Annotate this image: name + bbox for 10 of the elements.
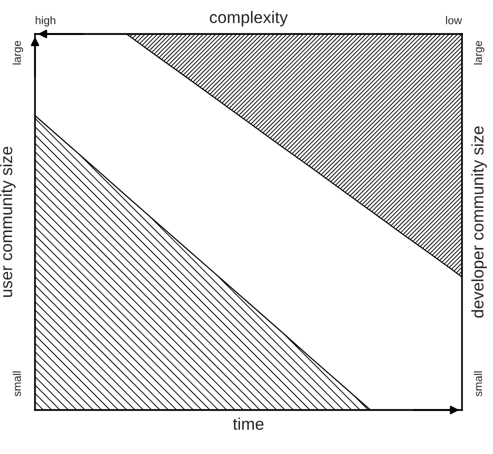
- text: small: [474, 371, 482, 396]
- text: low: [446, 16, 462, 24]
- x-axis-title: time: [233, 418, 264, 430]
- text: large: [12, 40, 24, 64]
- text: high: [36, 16, 56, 26]
- x2-axis-title: complexity: [210, 10, 288, 26]
- text: large: [474, 40, 484, 64]
- text: small: [12, 371, 21, 396]
- y2-axis-title: developer community size: [471, 126, 487, 318]
- y-axis-title: user community size: [0, 146, 16, 297]
